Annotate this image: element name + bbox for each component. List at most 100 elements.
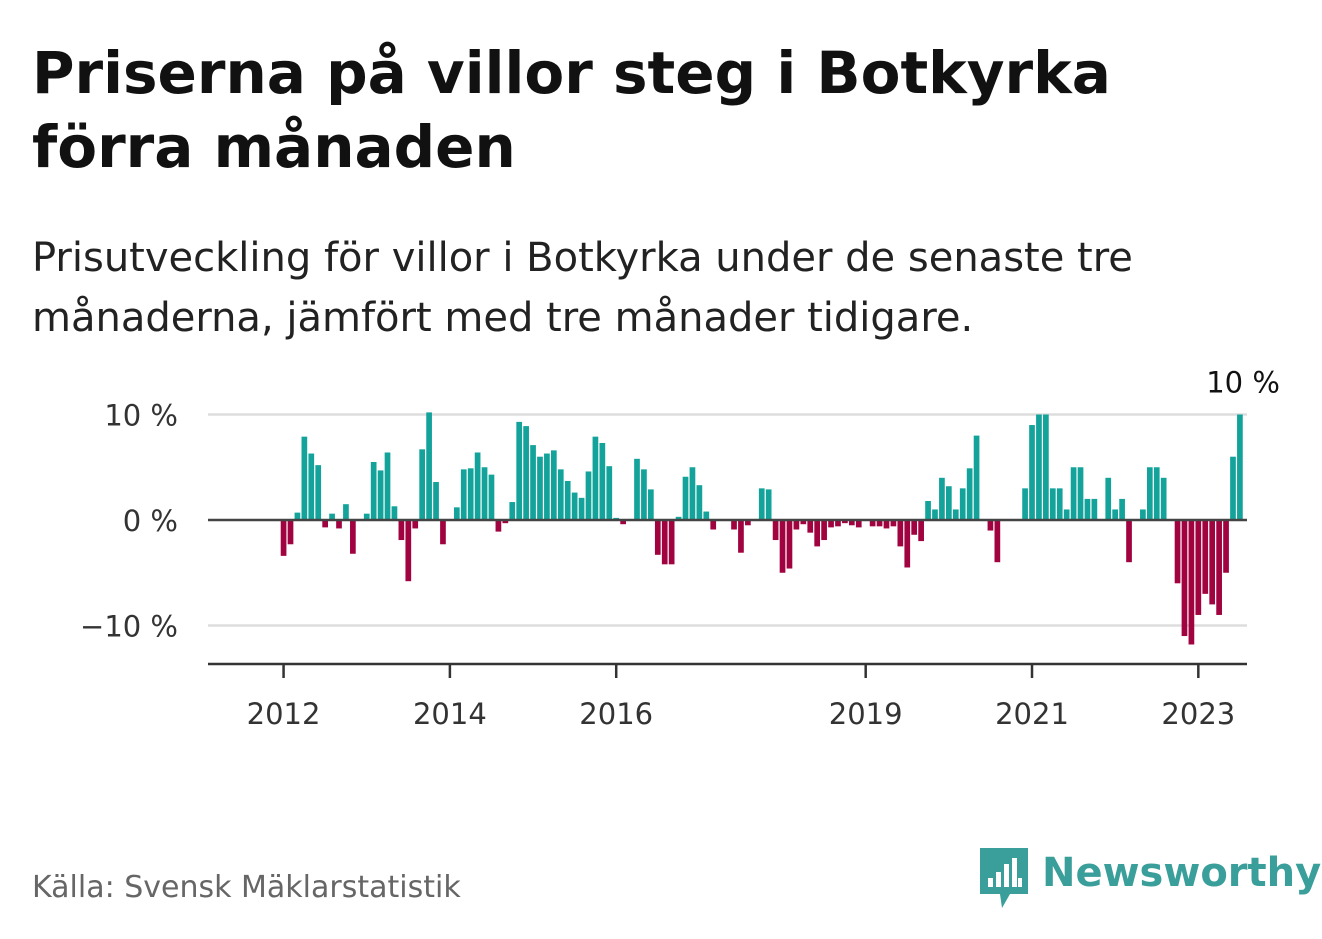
bar <box>876 520 883 527</box>
bar <box>301 436 308 520</box>
bar <box>1119 498 1125 520</box>
bar <box>1022 488 1028 520</box>
bar <box>987 520 994 531</box>
bar <box>959 488 966 520</box>
bar <box>1063 509 1070 520</box>
bar <box>855 520 862 528</box>
bar <box>1036 414 1042 520</box>
bar <box>904 520 911 568</box>
bar <box>848 520 855 526</box>
bar <box>336 520 342 529</box>
bar <box>315 465 322 520</box>
bar <box>738 520 744 553</box>
bar <box>814 520 821 547</box>
bar <box>350 520 356 554</box>
bar <box>1077 467 1084 520</box>
bar <box>1153 467 1160 520</box>
bar <box>564 480 571 520</box>
x-tick-label: 2023 <box>1161 697 1235 731</box>
bar <box>973 435 980 520</box>
bar <box>412 520 419 529</box>
bar <box>772 520 779 541</box>
bar <box>842 520 848 524</box>
bar <box>1043 414 1049 520</box>
bar <box>419 449 426 520</box>
bar <box>398 520 405 541</box>
bar <box>523 426 529 521</box>
bar <box>280 520 287 556</box>
bar <box>786 520 793 569</box>
bar <box>329 513 335 520</box>
chart-title: Priserna på villor steg i Botkyrka förra… <box>32 39 1111 181</box>
bar <box>481 467 488 520</box>
bar <box>821 520 827 541</box>
bar <box>343 504 349 521</box>
bar <box>641 469 647 520</box>
chart-subtitle: Prisutveckling för villor i Botkyrka und… <box>32 235 1133 341</box>
bar <box>1056 488 1063 520</box>
bar <box>696 485 703 520</box>
bar <box>807 520 814 533</box>
bar <box>703 511 710 520</box>
bar <box>800 520 807 525</box>
bar <box>925 501 931 520</box>
bar <box>467 468 474 521</box>
bar <box>294 512 301 520</box>
bar <box>557 469 564 520</box>
bar <box>835 520 841 527</box>
bar <box>1216 520 1222 615</box>
bar <box>1049 488 1056 520</box>
y-tick-label: 0 % <box>123 504 178 538</box>
last-value-annotation: 10 % <box>1206 366 1280 400</box>
x-tick-label: 2016 <box>579 697 653 731</box>
bar <box>453 507 460 520</box>
newsworthy-logo-icon <box>980 848 1028 908</box>
bar <box>1105 477 1112 520</box>
bar <box>1181 520 1188 637</box>
bar <box>952 509 959 520</box>
bar <box>1188 520 1195 645</box>
bar <box>516 421 523 520</box>
bar <box>544 453 550 520</box>
bar <box>966 468 973 521</box>
bar <box>405 520 412 582</box>
bar <box>911 520 918 535</box>
bar <box>585 471 592 520</box>
bar <box>384 452 391 520</box>
gridlines <box>208 413 1247 627</box>
bar <box>1174 520 1181 584</box>
x-tick-label: 2019 <box>829 697 903 731</box>
bar <box>689 467 696 520</box>
bar <box>994 520 1001 563</box>
bar <box>1195 520 1202 615</box>
bar <box>1146 467 1153 520</box>
bar <box>1070 467 1077 520</box>
bar <box>828 520 834 528</box>
x-tick-label: 2021 <box>995 697 1069 731</box>
axes: 10 % 0 % −10 % 2012 2014 2016 2019 2021 2023 10 % <box>80 366 1280 732</box>
bar <box>474 452 481 520</box>
bar <box>745 520 751 526</box>
bar <box>1209 520 1216 605</box>
bar <box>731 520 737 530</box>
bar <box>1029 425 1035 520</box>
bar <box>682 476 689 521</box>
x-tick-label: 2014 <box>413 697 487 731</box>
bar <box>648 489 654 520</box>
bar-series <box>280 412 1243 645</box>
bar <box>308 453 315 520</box>
bar <box>377 470 384 520</box>
bar <box>1202 520 1209 594</box>
bar <box>322 520 328 528</box>
brand-logo[interactable]: Newsworthy <box>980 848 1321 912</box>
bar <box>654 520 661 555</box>
bar <box>946 486 952 520</box>
bar <box>460 469 467 520</box>
bar <box>578 497 585 521</box>
bar <box>502 520 509 524</box>
bar <box>1160 477 1167 520</box>
bar <box>758 488 765 520</box>
bar <box>606 466 613 520</box>
bar <box>1126 520 1132 563</box>
bar <box>488 474 495 520</box>
